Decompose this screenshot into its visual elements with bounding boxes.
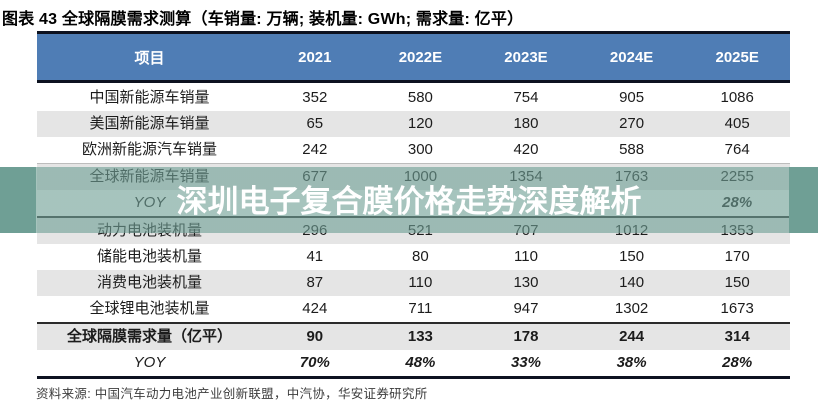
figure-title: 图表 43 全球隔膜需求测算（车销量: 万辆; 装机量: GWh; 需求量: 亿… [2, 11, 524, 28]
value-cell: 150 [578, 243, 685, 270]
value-cell: 314 [684, 321, 790, 350]
value-cell: 588 [578, 136, 685, 163]
value-cell: 1086 [684, 84, 790, 111]
table-row: YOY 70% 48% 33% 38% 28% [37, 349, 790, 376]
column-header-year: 2025E [684, 34, 790, 83]
row-label: 消费电池装机量 [37, 269, 262, 296]
value-cell: 270 [578, 110, 685, 137]
table-row: 全球锂电池装机量 424 711 947 1302 1673 [37, 295, 790, 323]
table-header: 项目 2021 2022E 2023E 2024E 2025E [37, 34, 790, 83]
value-cell: 48% [367, 349, 474, 376]
table-row: 储能电池装机量 41 80 110 150 170 [37, 243, 790, 270]
table-row: 全球隔膜需求量（亿平） 90 133 178 244 314 [37, 321, 790, 350]
value-cell: 711 [367, 295, 474, 323]
value-cell: 352 [262, 84, 368, 111]
column-header-item: 项目 [37, 34, 262, 83]
table-row: 中国新能源车销量 352 580 754 905 1086 [37, 84, 790, 111]
value-cell: 764 [684, 136, 790, 163]
value-cell: 180 [473, 110, 579, 137]
value-cell: 150 [684, 269, 790, 296]
value-cell: 300 [367, 136, 474, 163]
table-row: 美国新能源车销量 65 120 180 270 405 [37, 110, 790, 137]
column-header-year: 2022E [367, 34, 474, 83]
row-label: 欧洲新能源汽车销量 [37, 136, 262, 163]
row-label: 美国新能源车销量 [37, 110, 262, 137]
value-cell: 110 [473, 243, 579, 270]
value-cell: 65 [262, 110, 368, 137]
header-row: 项目 2021 2022E 2023E 2024E 2025E [37, 34, 790, 83]
value-cell: 242 [262, 136, 368, 163]
value-cell: 1302 [578, 295, 685, 323]
value-cell: 80 [367, 243, 474, 270]
value-cell: 41 [262, 243, 368, 270]
table-row: 消费电池装机量 87 110 130 140 150 [37, 269, 790, 296]
value-cell: 580 [367, 84, 474, 111]
value-cell: 33% [473, 349, 579, 376]
value-cell: 754 [473, 84, 579, 111]
row-label: YOY [37, 349, 262, 376]
value-cell: 70% [262, 349, 368, 376]
column-header-year: 2021 [262, 34, 368, 83]
column-header-year: 2023E [473, 34, 579, 83]
value-cell: 110 [367, 269, 474, 296]
table-row: 欧洲新能源汽车销量 242 300 420 588 764 [37, 136, 790, 163]
value-cell: 420 [473, 136, 579, 163]
row-label: 储能电池装机量 [37, 243, 262, 270]
value-cell: 87 [262, 269, 368, 296]
value-cell: 1673 [684, 295, 790, 323]
value-cell: 170 [684, 243, 790, 270]
value-cell: 120 [367, 110, 474, 137]
value-cell: 38% [578, 349, 685, 376]
row-label: 全球隔膜需求量（亿平） [37, 321, 262, 350]
value-cell: 130 [473, 269, 579, 296]
value-cell: 905 [578, 84, 685, 111]
value-cell: 178 [473, 321, 579, 350]
row-label: 全球锂电池装机量 [37, 295, 262, 323]
row-label: 中国新能源车销量 [37, 84, 262, 111]
source-note: 资料来源: 中国汽车动力电池产业创新联盟，中汽协，华安证券研究所 [36, 387, 428, 401]
value-cell: 28% [684, 349, 790, 376]
value-cell: 405 [684, 110, 790, 137]
value-cell: 424 [262, 295, 368, 323]
watermark-overlay: 深圳电子复合膜价格走势深度解析 [0, 167, 818, 233]
value-cell: 947 [473, 295, 579, 323]
column-header-year: 2024E [578, 34, 685, 83]
value-cell: 140 [578, 269, 685, 296]
watermark-text: 深圳电子复合膜价格走势深度解析 [176, 183, 642, 219]
value-cell: 133 [367, 321, 474, 350]
value-cell: 90 [262, 321, 368, 350]
value-cell: 244 [578, 321, 685, 350]
